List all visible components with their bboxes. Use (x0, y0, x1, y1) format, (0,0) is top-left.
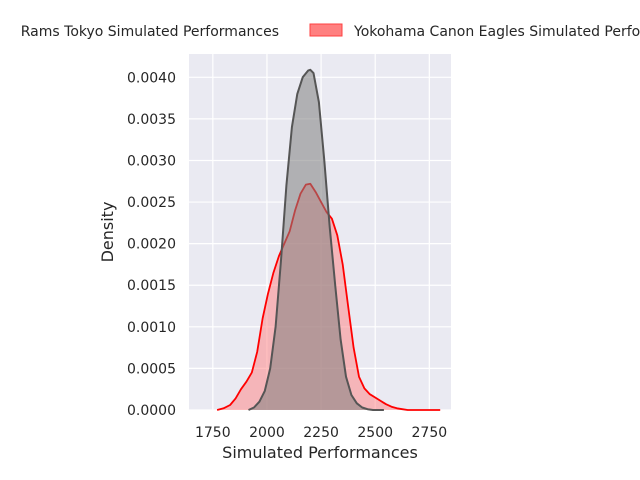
legend-label-eagles: Yokohama Canon Eagles Simulated Performa… (353, 24, 640, 40)
legend-swatch-eagles (309, 23, 343, 37)
y-tick-label: 0.0005 (127, 361, 176, 377)
y-tick-label: 0.0040 (127, 70, 176, 86)
series-layer (216, 68, 441, 411)
y-tick-label: 0.0010 (127, 320, 176, 336)
y-tick-label: 0.0020 (127, 237, 176, 253)
x-axis-ticks: 1750 2000 2250 2500 2750 (195, 425, 447, 441)
y-axis-ticks: 0.0000 0.0005 0.0010 0.0015 0.0020 0.0025 0.00… (127, 70, 176, 419)
y-tick-label: 0.0030 (127, 153, 176, 169)
y-axis-label: Density (98, 202, 117, 263)
y-tick-label: 0.0035 (127, 112, 176, 128)
series-area-0 (248, 69, 384, 411)
x-tick-label: 2750 (412, 425, 448, 441)
series-line-0 (248, 68, 384, 411)
x-axis-label: Simulated Performances (222, 443, 418, 462)
legend: Rams Tokyo Simulated Performances Yokoha… (21, 23, 640, 40)
y-tick-label: 0.0025 (127, 195, 176, 211)
x-tick-label: 1750 (195, 425, 231, 441)
x-tick-label: 2000 (249, 425, 285, 441)
x-tick-label: 2500 (357, 425, 393, 441)
x-tick-label: 2250 (303, 425, 339, 441)
y-tick-label: 0.0015 (127, 278, 176, 294)
legend-label-rams: Rams Tokyo Simulated Performances (21, 24, 279, 40)
y-tick-label: 0.0000 (127, 403, 176, 419)
